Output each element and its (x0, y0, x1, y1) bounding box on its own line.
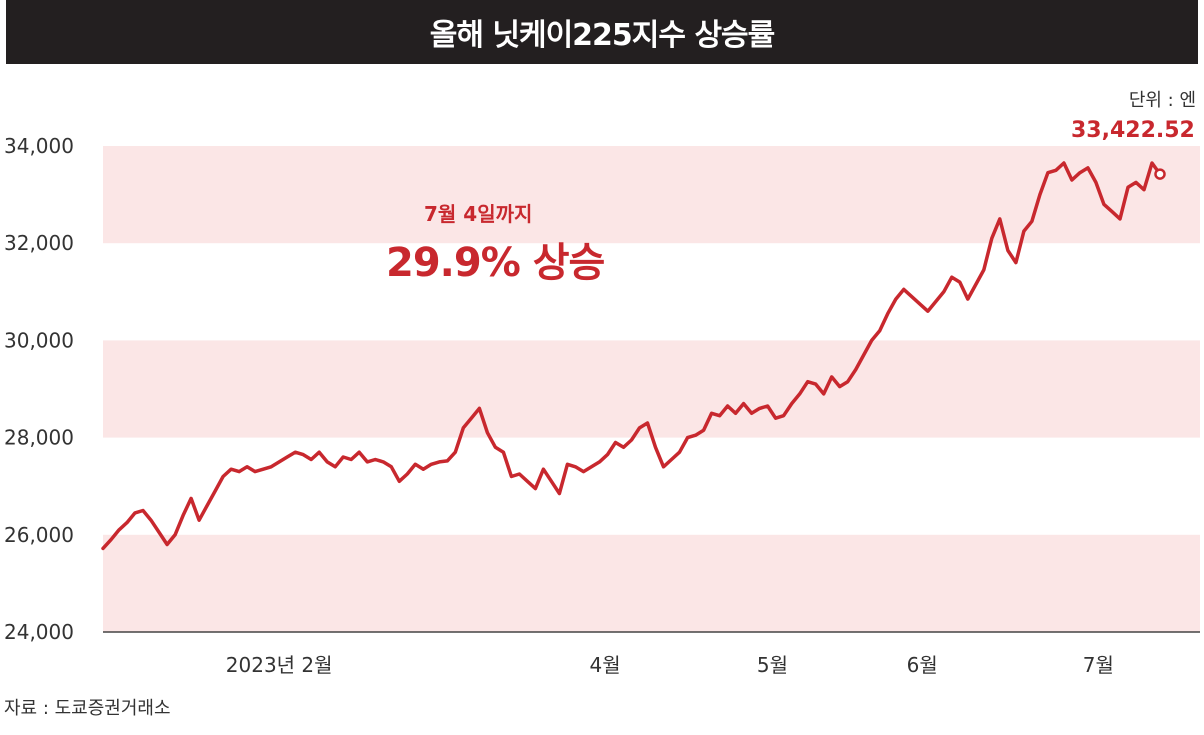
x-tick-label: 2023년 2월 (226, 653, 333, 677)
x-tick-label: 5월 (757, 653, 788, 677)
band-32000 (103, 146, 1200, 244)
y-tick-label: 30,000 (4, 328, 74, 352)
unit-label: 단위 : 엔 (1128, 90, 1196, 111)
y-tick-label: 28,000 (4, 426, 74, 450)
y-tick-label: 26,000 (4, 523, 74, 547)
chart-title: 올해 닛케이225지수 상승률 (6, 0, 1198, 64)
band-24000 (103, 534, 1200, 632)
y-axis-ticks: 24,000 26,000 28,000 30,000 32,000 34,000 (4, 134, 74, 644)
source-note: 자료 : 도쿄증권거래소 (4, 698, 171, 719)
x-axis-ticks: 2023년 2월 4월 5월 6월 7월 (226, 653, 1114, 677)
band-28000 (103, 340, 1200, 438)
x-tick-label: 7월 (1083, 653, 1114, 677)
y-tick-label: 34,000 (4, 134, 74, 158)
y-tick-label: 32,000 (4, 231, 74, 255)
background-bands (103, 146, 1200, 632)
annotation-date: 7월 4일까지 (424, 202, 533, 226)
y-tick-label: 24,000 (4, 620, 74, 644)
annotation-gain: 29.9% 상승 (386, 240, 605, 286)
x-tick-label: 4월 (590, 653, 621, 677)
x-tick-label: 6월 (907, 653, 938, 677)
nikkei-series-line (101, 161, 1162, 551)
last-point-marker (1154, 168, 1166, 180)
last-value-label: 33,422.52 (1071, 118, 1195, 143)
